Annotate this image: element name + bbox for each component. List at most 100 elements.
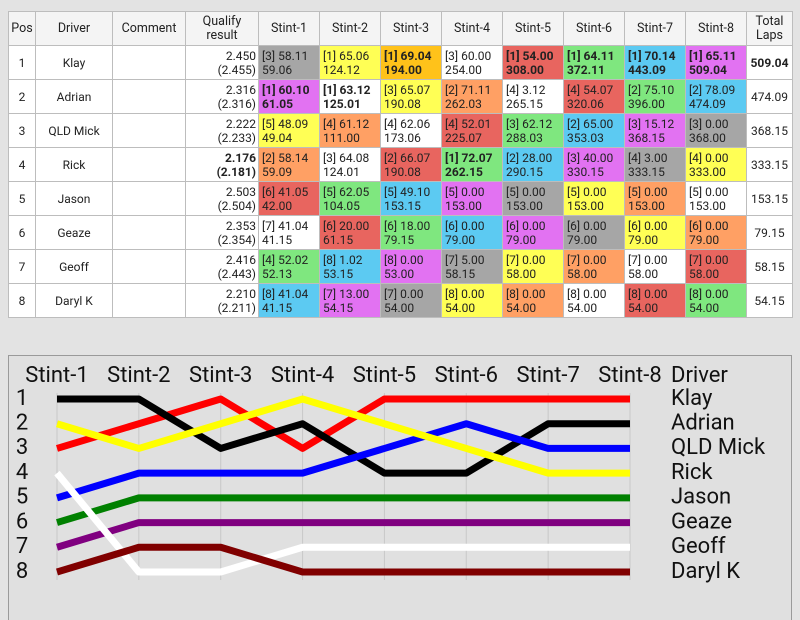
stint-cell: [1] 54.00 308.00	[502, 45, 564, 80]
stint-total: 509.04	[689, 62, 727, 77]
stint-lap: [1] 60.10	[262, 82, 310, 97]
stint-cell: [8] 0.00 54.00	[685, 283, 747, 318]
stint-total: 262.15	[445, 164, 483, 179]
comment-cell	[112, 181, 186, 216]
table-row: 5 Jason 2.503 (2.504) [6] 41.05 42.00 [5] 62.…	[8, 181, 793, 216]
stint-total: 58.00	[689, 266, 720, 281]
series-line	[54, 470, 630, 576]
y-tick-label: 1	[16, 386, 28, 411]
legend-label: Rick	[671, 460, 713, 485]
stint-lap: [4] 3.12	[506, 82, 546, 97]
stint-cell: [4] 52.02 52.13	[258, 249, 320, 284]
stint-lap: [1] 63.12	[323, 82, 371, 97]
stint-lap: [1] 70.14	[628, 48, 676, 63]
series-line	[55, 420, 630, 502]
stint-lap: [8] 0.00	[628, 286, 668, 301]
table-row: 7 Geoff 2.416 (2.443) [4] 52.02 52.13 [8] 1.0…	[8, 249, 793, 284]
stint-cell: [2] 65.00 353.03	[563, 113, 625, 148]
stint-cell: [5] 0.00 153.00	[624, 181, 686, 216]
column-header: Stint-7	[624, 11, 686, 46]
stint-lap: [4] 3.00	[628, 150, 668, 165]
stint-total: 320.06	[567, 96, 604, 111]
stint-total: 333.15	[628, 164, 665, 179]
stint-cell: [3] 65.07 190.08	[380, 79, 442, 114]
column-header: Stint-1	[258, 11, 320, 46]
pos-cell: 4	[8, 147, 36, 182]
stint-total: 153.00	[628, 198, 665, 213]
stint-total: 153.15	[384, 198, 421, 213]
stint-total: 474.09	[689, 96, 726, 111]
stint-cell: [5] 62.05 104.05	[319, 181, 381, 216]
stint-total: 330.15	[567, 164, 604, 179]
stint-lap: [8] 1.02	[323, 252, 363, 267]
comment-cell	[112, 79, 186, 114]
bump-chart: Stint-1 Stint-2 Stint-3 Stint-4 Stint-5 Stint…	[8, 355, 792, 620]
stint-cell: [3] 15.12 368.15	[624, 113, 686, 148]
y-tick-label: 5	[16, 485, 28, 510]
stint-total: 42.00	[262, 198, 293, 213]
stint-lap: [1] 54.00	[506, 48, 554, 63]
stint-total: 58.00	[628, 266, 659, 281]
stint-lap: [7] 0.00	[567, 252, 607, 267]
stint-cell: [5] 48.09 49.04	[258, 113, 320, 148]
stint-lap: [7] 0.00	[384, 286, 424, 301]
stint-cell: [4] 61.12 111.00	[319, 113, 381, 148]
stint-lap: [6] 0.00	[506, 218, 546, 233]
qualify-cell: 2.450 (2.455)	[185, 45, 259, 80]
stint-lap: [3] 0.00	[689, 116, 729, 131]
y-tick-label: 8	[16, 559, 28, 584]
x-tick-label: Stint-4	[271, 363, 334, 388]
column-header: Qualify result	[185, 11, 259, 46]
stint-cell: [2] 71.11 262.03	[441, 79, 503, 114]
x-tick-label: Stint-1	[25, 363, 88, 388]
column-header: Stint-6	[563, 11, 625, 46]
stint-cell: [8] 41.04 41.15	[258, 283, 320, 318]
legend-label: Daryl K	[671, 559, 740, 584]
stint-total: 190.08	[384, 164, 421, 179]
stint-total: 396.00	[628, 96, 665, 111]
stint-total: 58.00	[506, 266, 537, 281]
stint-lap: [3] 60.00	[445, 48, 492, 63]
stint-total: 153.00	[506, 198, 543, 213]
stint-total: 41.15	[262, 232, 293, 247]
stint-cell: [5] 49.10 153.15	[380, 181, 442, 216]
pos-cell: 2	[8, 79, 36, 114]
stint-lap: [5] 0.00	[628, 184, 668, 199]
y-tick-label: 2	[16, 411, 28, 436]
stint-lap: [7] 41.04	[262, 218, 309, 233]
stint-lap: [2] 75.10	[628, 82, 675, 97]
stint-cell: [6] 0.00 79.00	[441, 215, 503, 250]
stint-lap: [2] 71.11	[445, 82, 492, 97]
stint-cell: [7] 5.00 58.15	[441, 249, 503, 284]
table-body: 1 Klay 2.450 (2.455) [3] 58.11 59.06 [1] 65.0…	[8, 45, 793, 318]
stint-lap: [6] 0.00	[567, 218, 607, 233]
qualify-cell: 2.222 (2.233)	[185, 113, 259, 148]
stint-cell: [5] 0.00 153.00	[502, 181, 564, 216]
driver-cell: QLD Mick	[35, 113, 113, 148]
stint-total: 372.11	[567, 62, 605, 77]
qualify-cell: 2.210 (2.211)	[185, 283, 259, 318]
total-cell: 474.09	[746, 79, 793, 114]
legend-label: Adrian	[671, 411, 735, 436]
stint-total: 262.03	[445, 96, 482, 111]
stint-cell: [5] 0.00 153.00	[563, 181, 625, 216]
stint-cell: [1] 64.11 372.11	[563, 45, 625, 80]
stint-cell: [3] 62.12 288.03	[502, 113, 564, 148]
legend-label: Jason	[671, 485, 731, 510]
stint-cell: [7] 13.00 54.15	[319, 283, 381, 318]
total-cell: 153.15	[746, 181, 793, 216]
stint-cell: [3] 0.00 368.00	[685, 113, 747, 148]
stint-lap: [7] 0.00	[689, 252, 729, 267]
stint-total: 79.15	[384, 232, 415, 247]
stint-lap: [8] 0.00	[567, 286, 607, 301]
stint-lap: [3] 62.12	[506, 116, 553, 131]
stint-cell: [4] 3.12 265.15	[502, 79, 564, 114]
stint-cell: [6] 0.00 79.00	[624, 215, 686, 250]
stint-total: 61.05	[262, 96, 294, 111]
stint-cell: [1] 70.14 443.09	[624, 45, 686, 80]
y-tick-label: 4	[16, 460, 28, 485]
pos-cell: 5	[8, 181, 36, 216]
stint-total: 49.04	[262, 130, 293, 145]
stint-lap: [1] 65.06	[323, 48, 370, 63]
